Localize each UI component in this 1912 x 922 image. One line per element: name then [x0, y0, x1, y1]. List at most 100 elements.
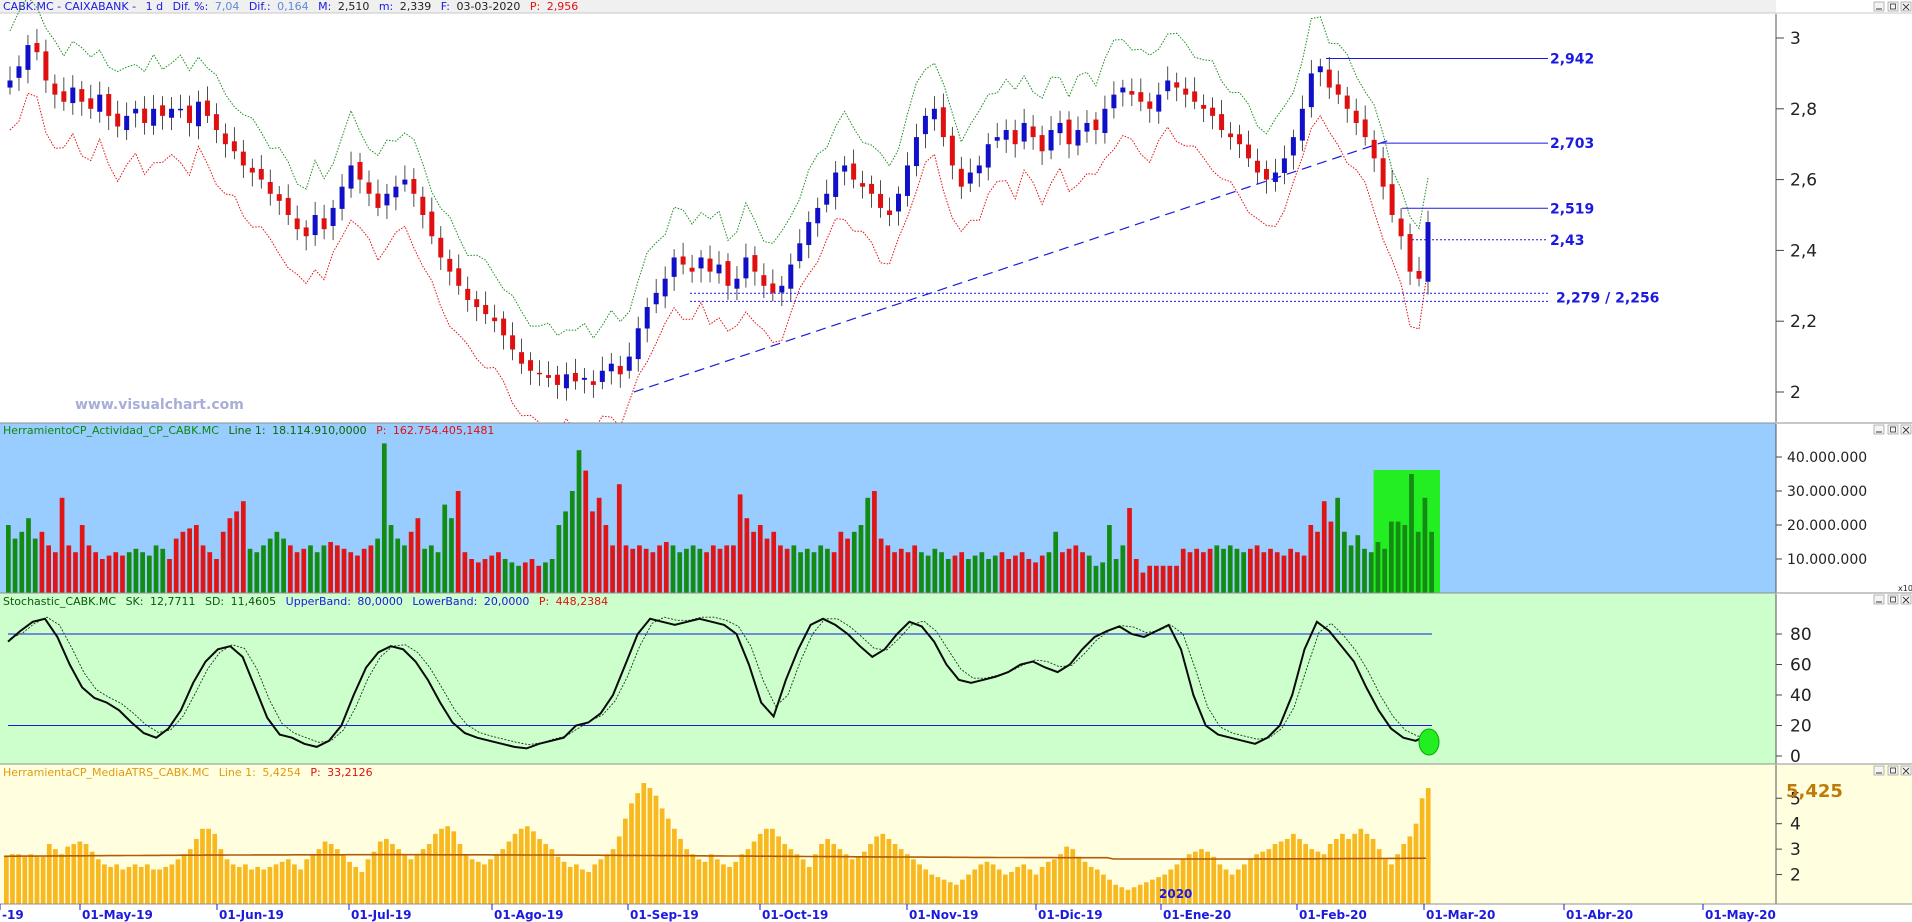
- candle-body: [285, 197, 291, 215]
- atr-bar: [463, 854, 469, 904]
- minimize-button[interactable]: [1873, 594, 1885, 605]
- atr-bar: [1260, 851, 1266, 904]
- panel-window-buttons[interactable]: [1873, 1, 1912, 776]
- candle-body: [635, 328, 641, 360]
- atr-tick-label: 5: [1790, 789, 1801, 809]
- volume-bar: [153, 545, 159, 593]
- candle-body: [339, 186, 345, 209]
- volume-tick-label: 40.000.000: [1787, 450, 1867, 466]
- atr-bar: [59, 854, 64, 904]
- atr-bar: [862, 851, 867, 904]
- volume-bar: [1093, 565, 1099, 593]
- atr-bar: [567, 866, 573, 904]
- volume-bar: [1147, 565, 1153, 593]
- atr-bar: [1039, 866, 1045, 904]
- atr-bar: [672, 828, 677, 904]
- candle-body: [321, 218, 327, 230]
- volume-bar: [1362, 548, 1367, 593]
- volume-bar: [1053, 531, 1059, 593]
- volume-bar: [455, 491, 461, 593]
- candle-body: [1048, 130, 1054, 151]
- atr-bar: [494, 854, 500, 904]
- volume-bar: [1073, 545, 1079, 593]
- atr-bar: [383, 838, 389, 904]
- sd-label: SD:: [205, 595, 224, 608]
- candle-body: [842, 165, 848, 172]
- volume-bar: [630, 548, 636, 593]
- atr-bar: [267, 866, 273, 904]
- atr-bar: [825, 838, 830, 904]
- atr-bar: [512, 833, 518, 904]
- atr-bar: [261, 869, 267, 904]
- atr-bar: [708, 854, 714, 904]
- minimize-button[interactable]: [1873, 765, 1885, 776]
- atr-bar: [1168, 869, 1174, 904]
- candle-body: [133, 108, 139, 114]
- volume-bar: [133, 548, 139, 593]
- volume-bar: [301, 548, 307, 593]
- atr-bar: [138, 866, 144, 904]
- candle-body: [599, 370, 605, 382]
- atr-bar: [800, 859, 806, 904]
- candle-body: [985, 144, 991, 168]
- candle-body: [1093, 119, 1099, 131]
- candle-body: [1156, 94, 1162, 112]
- atr-bar: [414, 854, 420, 904]
- candle-body: [438, 237, 444, 258]
- restore-button[interactable]: [1887, 765, 1899, 776]
- candle-body: [519, 352, 525, 364]
- atr-bar: [1174, 864, 1180, 904]
- candle-body: [1075, 130, 1081, 146]
- time-tick-label: 01-Dic-19: [1038, 908, 1103, 922]
- atr-bar: [739, 854, 745, 904]
- volume-bar: [1254, 545, 1260, 593]
- minimize-button[interactable]: [1873, 1, 1885, 12]
- candle-body: [1030, 126, 1036, 138]
- atr-bar: [1045, 861, 1051, 904]
- volume-bar: [1033, 562, 1038, 593]
- restore-button[interactable]: [1887, 594, 1899, 605]
- candle-body: [70, 87, 76, 104]
- atr-bar: [1309, 849, 1315, 904]
- candle-body: [1308, 73, 1314, 108]
- candle-body: [994, 137, 1000, 141]
- atr-bar: [1242, 864, 1247, 904]
- volume-bar: [1133, 559, 1139, 593]
- stoch-tick-label: 0: [1790, 747, 1801, 767]
- atr-bar: [328, 844, 334, 904]
- atr-bar: [1070, 849, 1076, 904]
- volume-tick-label: 30.000.000: [1787, 484, 1867, 500]
- volume-bar: [979, 552, 985, 593]
- atr-bar: [1229, 874, 1235, 904]
- candle-body: [178, 108, 184, 111]
- atr-bar: [1395, 854, 1400, 904]
- atr-bar: [83, 844, 89, 904]
- volume-bar: [200, 545, 206, 593]
- minimize-button[interactable]: [1873, 424, 1885, 435]
- volume-bar: [1342, 531, 1347, 593]
- volume-bar: [892, 552, 897, 593]
- volume-bar: [395, 538, 401, 593]
- lower-label: LowerBand:: [412, 595, 477, 608]
- atr-bar: [1235, 869, 1241, 904]
- atr-bar: [249, 869, 254, 904]
- price-tick-label: 3: [1790, 29, 1801, 49]
- candle-body: [420, 196, 426, 215]
- symbol-name: CABK.MC - CAIXABANK -: [3, 0, 136, 13]
- volume-bar: [912, 545, 918, 593]
- candle-body: [662, 278, 668, 297]
- volume-bar: [489, 555, 495, 593]
- atr-bar: [390, 844, 395, 904]
- volume-bar: [408, 531, 414, 593]
- volume-bar: [831, 552, 837, 593]
- atr-bar: [89, 851, 95, 904]
- atr-bar: [1315, 851, 1321, 904]
- candle-body: [887, 210, 893, 215]
- restore-button[interactable]: [1887, 1, 1899, 12]
- volume-bar: [838, 531, 844, 593]
- restore-button[interactable]: [1887, 424, 1899, 435]
- time-tick-label: 01-Feb-20: [1299, 908, 1367, 922]
- atr-bar: [193, 838, 199, 904]
- candle-body: [806, 222, 812, 246]
- candle-body: [878, 193, 884, 208]
